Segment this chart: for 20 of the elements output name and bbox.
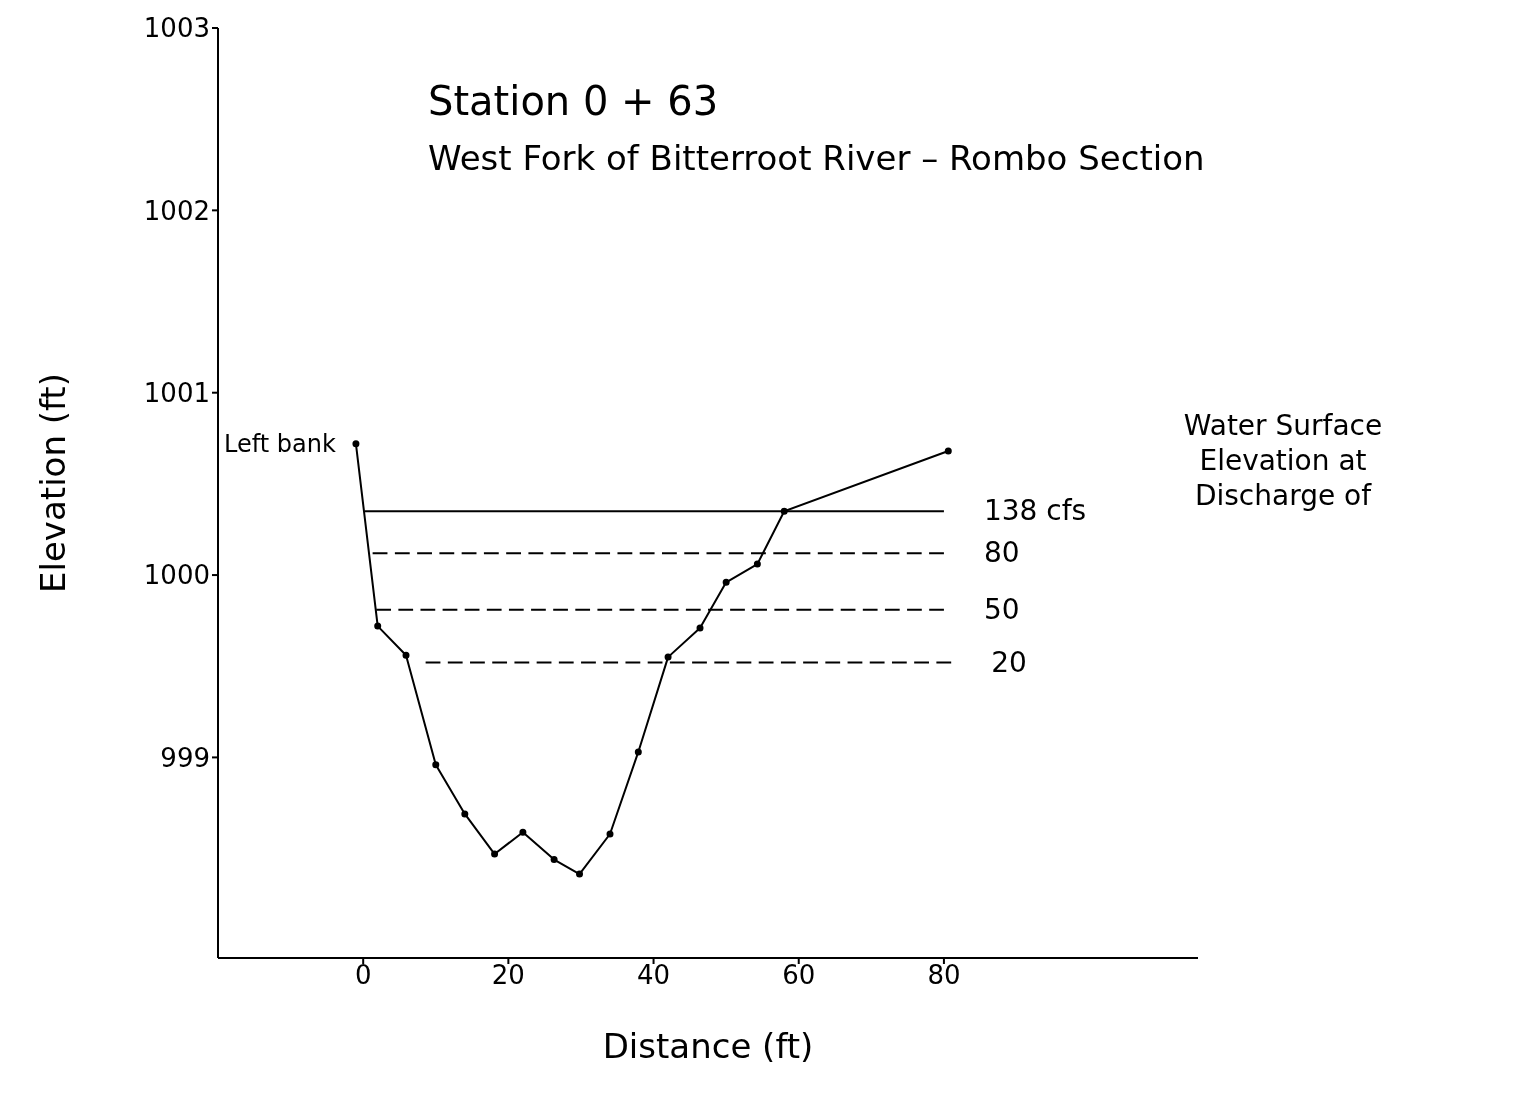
series-label: 50 — [983, 592, 1020, 626]
text: Station 0 + 63 — [428, 78, 719, 124]
series-label: 138 cfs — [983, 494, 1087, 528]
x-tick-label: 0 — [354, 960, 372, 991]
series-label: 80 — [983, 536, 1020, 570]
x-tick-label: 80 — [927, 960, 961, 991]
series-label: 20 — [991, 645, 1027, 679]
annotation: Water Surface Elevation at Discharge of — [1182, 408, 1384, 513]
x-axis-title: Distance (ft) — [602, 1026, 814, 1066]
x-tick-label: 40 — [637, 960, 671, 991]
y-tick-label: 999 — [160, 742, 210, 773]
y-tick-label: 1002 — [143, 195, 210, 226]
y-tick-label: 1001 — [143, 377, 210, 408]
y-tick-label: 1000 — [143, 560, 210, 591]
y-tick-label: 1003 — [143, 13, 210, 44]
annotation: Left bank — [224, 430, 337, 459]
text: West Fork of Bitterroot River – Rombo Section — [428, 138, 1206, 178]
x-tick-label: 20 — [491, 960, 525, 991]
y-axis-title: Elevation (ft) — [33, 373, 74, 593]
x-tick-label: 60 — [782, 960, 816, 991]
